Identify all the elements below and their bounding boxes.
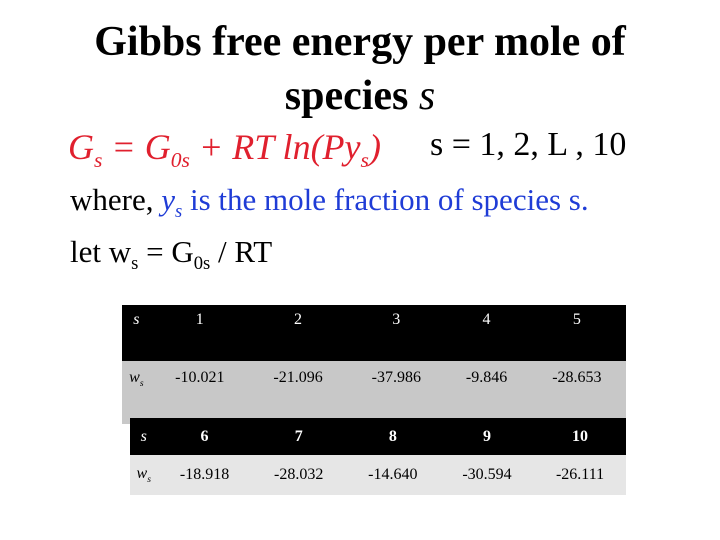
subscript: s: [175, 201, 183, 223]
value-cell: -37.986: [347, 361, 446, 424]
where-line: where, ys is the mole fraction of specie…: [70, 182, 589, 223]
token: = G0s: [102, 127, 190, 172]
header-cell: 3: [347, 305, 446, 361]
value-row: ws -18.918 -28.032 -14.640 -30.594 -26.111: [130, 455, 626, 495]
data-table: s 6 7 8 9 10 ws -18.918 -28.032 -14.640 -30.594 -26…: [130, 418, 626, 495]
header-cell: s: [122, 305, 151, 361]
value-cell: -14.640: [345, 455, 440, 495]
value-cell: -28.653: [527, 361, 626, 424]
token-text: G: [68, 127, 94, 167]
token-text: ): [368, 127, 381, 167]
title-line: species s: [0, 72, 720, 120]
data-table: s 1 2 3 4 5 ws -10.021 -21.096 -37.986 -9.846 -28.6…: [122, 305, 626, 424]
token: is the mole fraction of species s.: [182, 182, 589, 217]
value-cell: -30.594: [439, 455, 535, 495]
token: / RT: [210, 234, 272, 269]
header-cell: 5: [527, 305, 626, 361]
row-label: ws: [122, 361, 151, 424]
token: Gs: [68, 127, 102, 172]
title-line: Gibbs free energy per mole of: [94, 19, 626, 65]
range: s = 1, 2, L , 10: [430, 126, 626, 164]
token-text: y: [161, 182, 175, 217]
subscript: s: [139, 378, 144, 390]
token: = G0s: [138, 234, 210, 274]
value-cell: -9.846: [445, 361, 528, 424]
token-text: where,: [70, 182, 162, 217]
header-cell: s: [130, 418, 158, 455]
equation: Gs = G0s + RT ln(Pys): [68, 126, 381, 173]
token-text: / RT: [210, 234, 273, 269]
header-cell: 9: [439, 418, 535, 455]
token-text: + RT ln(Py: [189, 127, 361, 167]
value-cell: -28.032: [251, 455, 346, 495]
header-cell: 8: [345, 418, 440, 455]
token: ): [369, 127, 381, 167]
token-text: s = 1, 2, L , 10: [430, 126, 627, 163]
token-text: let w: [70, 234, 132, 269]
token-text: w: [136, 464, 148, 482]
token: s = 1, 2, L , 10: [430, 126, 626, 163]
header-cell: 10: [534, 418, 626, 455]
let-line: let ws = G0s / RT: [70, 234, 272, 275]
subscript: s: [147, 474, 151, 486]
value-cell: -21.096: [248, 361, 348, 424]
token-text: w: [129, 369, 140, 386]
token: where,: [70, 182, 161, 217]
header-cell: 2: [248, 305, 348, 361]
value-cell: -26.111: [534, 455, 626, 495]
token: + RT ln(Pys: [189, 127, 369, 172]
title-var: s: [418, 73, 436, 119]
header-cell: 4: [445, 305, 528, 361]
row-label: ws: [130, 455, 158, 495]
header-cell: 7: [251, 418, 346, 455]
subscript: 0s: [170, 148, 190, 173]
token: ys: [161, 182, 182, 222]
token-text: = G: [138, 234, 194, 269]
subscript: 0s: [193, 253, 211, 275]
value-cell: -10.021: [150, 361, 249, 424]
title-word: species: [284, 73, 409, 119]
subscript: s: [131, 253, 139, 275]
value-row: ws -10.021 -21.096 -37.986 -9.846 -28.653: [122, 361, 626, 424]
token-text: = G: [102, 127, 171, 167]
header-cell: 6: [157, 418, 252, 455]
value-cell: -18.918: [157, 455, 252, 495]
token: let ws: [70, 234, 138, 274]
header-row: s 6 7 8 9 10: [130, 418, 626, 455]
subscript: s: [360, 148, 369, 173]
subscript: s: [94, 148, 103, 173]
token-text: is the mole fraction of species s.: [182, 182, 589, 217]
header-cell: 1: [150, 305, 249, 361]
